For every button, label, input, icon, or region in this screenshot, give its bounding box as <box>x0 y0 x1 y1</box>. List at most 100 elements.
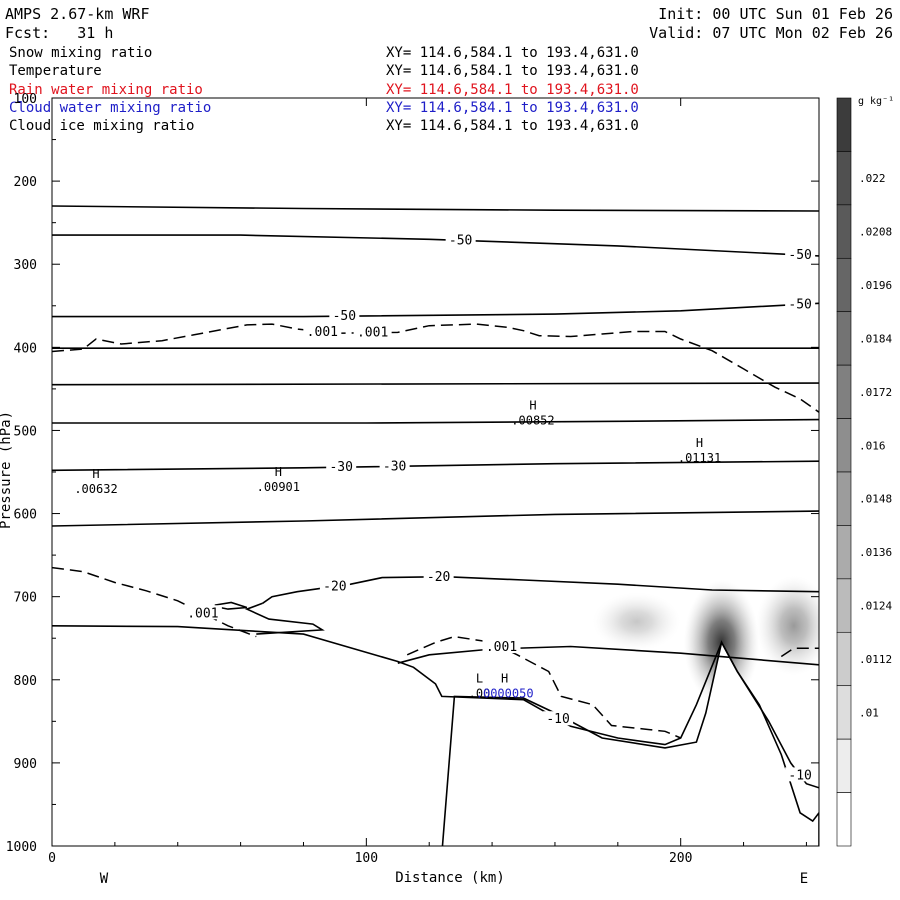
isotherm-label-bg <box>379 458 410 473</box>
field-xy: XY= 114.6,584.1 to 193.4,631.0 <box>386 63 639 79</box>
isotherm-label: -50 <box>333 309 356 324</box>
dashed-contour-line <box>406 635 681 739</box>
colorbar-label: .016 <box>859 439 886 452</box>
x-axis-title: Distance (km) <box>395 870 505 886</box>
y-tick-label: 400 <box>14 341 37 356</box>
field-xy: XY= 114.6,584.1 to 193.4,631.0 <box>386 118 639 134</box>
colorbar-label: .0184 <box>859 332 892 345</box>
valid-time: Valid: 07 UTC Mon 02 Feb 26 <box>649 24 893 42</box>
field-name: Cloud ice mixing ratio <box>9 118 194 134</box>
dashed-contour-label-bg <box>303 323 342 338</box>
extremum-symbol: H <box>275 465 282 479</box>
dashed-contour-label-bg <box>353 324 392 339</box>
colorbar-label: .022 <box>859 172 886 185</box>
isotherm-label-bg <box>785 296 816 311</box>
isotherm-label: -50 <box>449 233 472 248</box>
model-title: AMPS 2.67-km WRF <box>5 5 150 23</box>
field-name: Temperature <box>9 63 102 79</box>
y-axis-title: Pressure (hPa) <box>0 411 14 529</box>
y-tick-label: 500 <box>14 424 37 439</box>
isotherm-line <box>244 602 325 635</box>
forecast-hour: Fcst: 31 h <box>5 24 113 42</box>
extremum-symbol: H <box>92 467 99 481</box>
isotherm-label: -20 <box>427 570 450 585</box>
west-label: W <box>100 871 109 887</box>
y-tick-label: 800 <box>14 674 37 689</box>
extremum-value: .00 <box>469 686 491 700</box>
isotherm-label-bg <box>329 308 360 323</box>
field-legend: Snow mixing ratio XY= 114.6,584.1 to 193… <box>9 45 639 134</box>
colorbar-swatch <box>836 204 852 259</box>
colorbar-label: .0172 <box>859 386 892 399</box>
colorbar-unit: g kg⁻¹ <box>858 96 894 107</box>
colorbar-swatch <box>836 311 852 366</box>
isotherm-line <box>52 205 819 212</box>
y-tick-label: 100 <box>14 92 37 107</box>
dashed-contour-label-bg <box>183 605 222 620</box>
dashed-contour-line <box>52 323 819 413</box>
isotherm-label-bg <box>785 767 816 782</box>
shaded-blob <box>592 592 681 651</box>
isotherm-label: -10 <box>788 768 811 783</box>
isotherm-line <box>262 575 819 604</box>
extremum-symbol: L <box>476 671 483 685</box>
extremum-value: .00901 <box>257 480 300 494</box>
y-tick-label: 600 <box>14 508 37 523</box>
dashed-contour-label-bg <box>482 639 521 654</box>
field-name: Cloud water mixing ratio <box>9 100 211 116</box>
extremum-value: .0000050 <box>476 686 534 700</box>
isotherm-label: -50 <box>788 297 811 312</box>
colorbar-label: .0136 <box>859 546 892 559</box>
terrain-outline <box>441 640 819 846</box>
x-tick-label: 200 <box>669 851 692 866</box>
colorbar-swatch <box>836 364 852 419</box>
dashed-contour-label: .001 <box>187 606 218 621</box>
colorbar-swatch <box>836 471 852 526</box>
y-tick-label: 900 <box>14 757 37 772</box>
colorbar-label: .0112 <box>859 653 892 666</box>
colorbar-swatch <box>836 151 852 206</box>
dashed-contour-label: .001 <box>357 326 388 341</box>
colorbar-swatch <box>836 418 852 473</box>
isotherm-label-bg <box>319 578 350 593</box>
extremum-value: .00852 <box>511 414 554 428</box>
terrain-surface <box>441 640 819 846</box>
extremum-symbol: H <box>501 671 508 685</box>
isotherm-label-bg <box>445 232 476 247</box>
colorbar-swatch <box>836 738 852 793</box>
colorbar-label: .0196 <box>859 279 892 292</box>
isotherm-label: -20 <box>323 579 346 594</box>
isotherm-label: -30 <box>383 459 406 474</box>
dashed-contour-line <box>780 647 819 658</box>
isotherm-label: -10 <box>546 712 569 727</box>
dashed-contour-line <box>52 566 257 638</box>
isotherm-label-bg <box>423 568 454 583</box>
colorbar-label: .0208 <box>859 226 892 239</box>
colorbar-swatch <box>836 685 852 740</box>
colorbar-label: .0124 <box>859 600 892 613</box>
isotherm-label-bg <box>326 459 357 474</box>
isotherm-line <box>397 645 819 666</box>
colorbar-label: .01 <box>859 706 879 719</box>
extremum-symbol: H <box>696 436 703 450</box>
init-time: Init: 00 UTC Sun 01 Feb 26 <box>658 5 893 23</box>
extremum-value: .00632 <box>74 482 117 496</box>
isotherm-line <box>52 510 819 527</box>
isotherm-line <box>52 625 819 789</box>
colorbar-swatch <box>836 97 852 152</box>
x-tick-label: 100 <box>355 851 378 866</box>
isotherm-label: -30 <box>329 460 352 475</box>
isotherm-line <box>52 234 819 257</box>
y-tick-label: 300 <box>14 258 37 273</box>
isotherm-line <box>52 460 819 472</box>
colorbar-swatch <box>836 525 852 580</box>
colorbar-swatch <box>836 578 852 633</box>
isotherm-line <box>52 382 819 386</box>
field-xy: XY= 114.6,584.1 to 193.4,631.0 <box>386 45 639 61</box>
field-name: Rain water mixing ratio <box>9 82 203 98</box>
colorbar-swatch <box>836 631 852 687</box>
y-tick-label: 700 <box>14 591 37 606</box>
dashed-contour-label: .001 <box>307 325 338 340</box>
dashed-contour-label: .001 <box>486 640 517 655</box>
